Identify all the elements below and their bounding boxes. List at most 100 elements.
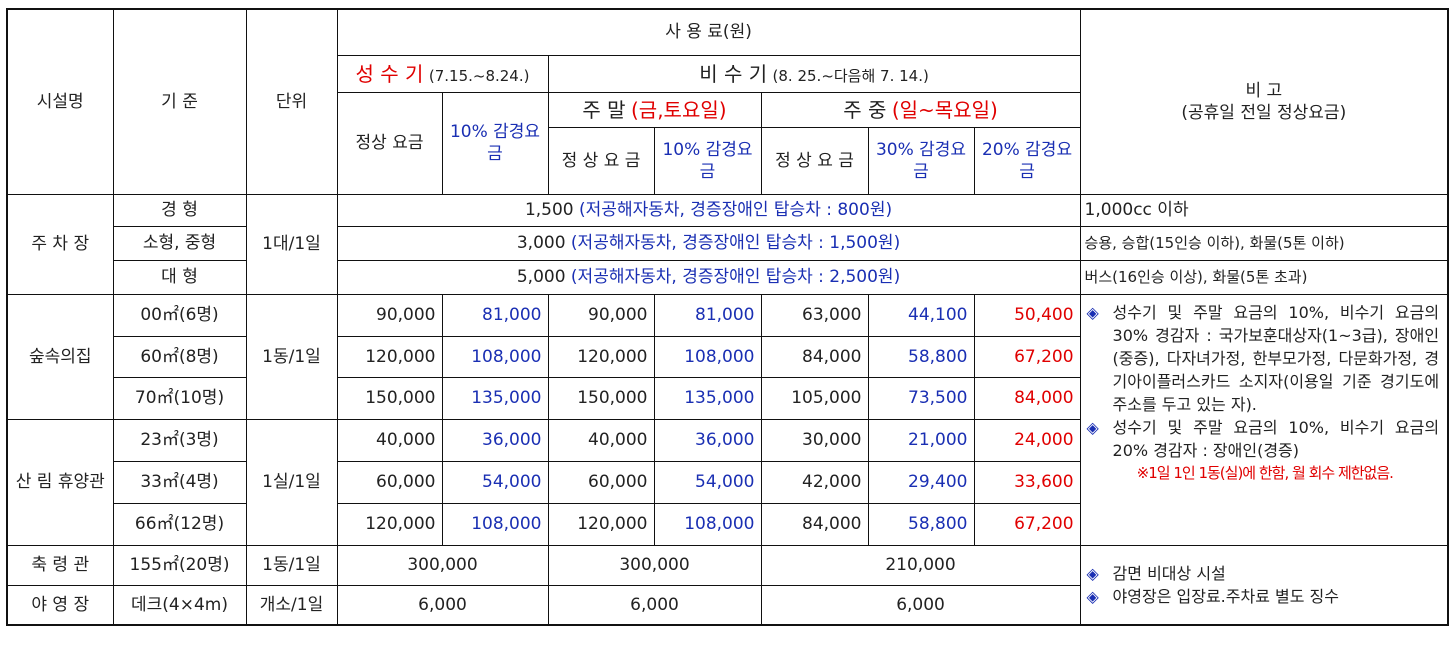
parking-fee: 3,000 (저공해자동차, 경증장애인 탑승차 : 1,500원)	[336, 225, 1081, 261]
parking-standard: 대 형	[112, 259, 247, 295]
offpeak-label: 비 수 기	[699, 61, 768, 86]
hall-standard: 155㎡(20명)	[112, 544, 247, 586]
note-item: ◈ 감면 비대상 시설	[1087, 562, 1440, 585]
header-standard: 기 준	[112, 8, 247, 195]
fee-cell: 24,000	[973, 418, 1081, 462]
recreation-hall-name: 산 림 휴양관	[6, 418, 114, 546]
parking-standard: 소형, 중형	[112, 225, 247, 261]
offpeak-season-header: 비 수 기 (8. 25.~다음해 7. 14.)	[547, 54, 1081, 93]
hall-weekend-fee: 300,000	[547, 544, 762, 586]
room-standard: 70㎡(10명)	[112, 376, 247, 420]
peak-period: (7.15.~8.24.)	[428, 66, 530, 85]
parking-fee: 5,000 (저공해자동차, 경증장애인 탑승차 : 2,500원)	[336, 259, 1081, 295]
diamond-bullet-icon: ◈	[1086, 417, 1099, 437]
hall-name: 축 령 관	[6, 544, 114, 586]
fee-cell: 108,000	[653, 335, 762, 378]
fee-cell: 81,000	[653, 293, 762, 337]
fee-table: 시설명 기 준 단위 사 용 료(원) 비 고 (공휴일 전일 정상요금) 성 …	[6, 8, 1450, 626]
fee-cell: 40,000	[336, 418, 443, 462]
room-standard: 23㎡(3명)	[112, 418, 247, 462]
room-standard: 60㎡(8명)	[112, 335, 247, 378]
camp-weekday-fee: 6,000	[760, 584, 1081, 626]
fee-cell: 120,000	[336, 502, 443, 546]
hall-weekday-fee: 210,000	[760, 544, 1081, 586]
fee-cell: 54,000	[441, 460, 549, 504]
fee-cell: 58,800	[867, 502, 975, 546]
fee-cell: 29,400	[867, 460, 975, 504]
recreation-hall-unit: 1실/1일	[245, 418, 338, 546]
exempt-notes: ◈ 감면 비대상 시설 ◈ 야영장은 입장료.주차료 별도 징수	[1079, 544, 1449, 626]
fee-cell: 54,000	[653, 460, 762, 504]
parking-unit: 1대/1일	[245, 193, 338, 295]
parking-standard: 경 형	[112, 193, 247, 227]
fee-cell: 42,000	[760, 460, 869, 504]
parking-remark: 승용, 승합(15인승 이하), 화물(5톤 이하)	[1079, 225, 1449, 261]
note-item: ◈ 야영장은 입장료.주차료 별도 징수	[1087, 585, 1440, 608]
discount-notes: ◈ 성수기 및 주말 요금의 10%, 비수기 요금의 30% 경감자 : 국가보…	[1079, 293, 1449, 546]
weekday-days: (일~목요일)	[891, 97, 998, 122]
camp-unit: 개소/1일	[245, 584, 338, 626]
fee-cell: 21,000	[867, 418, 975, 462]
fee-cell: 67,200	[973, 502, 1081, 546]
fee-cell: 60,000	[547, 460, 655, 504]
weekday-regular-header: 정 상 요 금	[760, 126, 869, 195]
remarks-sub: (공휴일 전일 정상요금)	[1181, 102, 1347, 123]
fee-cell: 120,000	[547, 335, 655, 378]
fee-cell: 105,000	[760, 376, 869, 420]
camp-peak-fee: 6,000	[336, 584, 549, 626]
parking-name: 주 차 장	[6, 193, 114, 295]
fee-cell: 135,000	[653, 376, 762, 420]
fee-cell: 63,000	[760, 293, 869, 337]
header-facility: 시설명	[6, 8, 114, 195]
weekend-discount10-header: 10% 감경요금	[653, 126, 762, 195]
fee-cell: 84,000	[973, 376, 1081, 420]
fee-cell: 108,000	[653, 502, 762, 546]
offpeak-period: (8. 25.~다음해 7. 14.)	[772, 66, 929, 85]
parking-fee-discount: (저공해자동차, 경증장애인 탑승차 : 1,500원)	[570, 233, 901, 253]
note-text: 성수기 및 주말 요금의 10%, 비수기 요금의 30% 경감자 : 국가보훈…	[1112, 302, 1440, 414]
weekend-header: 주 말 (금,토요일)	[547, 91, 762, 128]
weekday-discount20-header: 20% 감경요금	[973, 126, 1081, 195]
fee-cell: 84,000	[760, 335, 869, 378]
note-item: ◈ 성수기 및 주말 요금의 10%, 비수기 요금의 30% 경감자 : 국가보…	[1087, 301, 1440, 416]
fee-cell: 120,000	[547, 502, 655, 546]
note-text: 야영장은 입장료.주차료 별도 징수	[1112, 586, 1339, 606]
camp-weekend-fee: 6,000	[547, 584, 762, 626]
diamond-bullet-icon: ◈	[1086, 563, 1099, 583]
fee-cell: 90,000	[547, 293, 655, 337]
parking-fee: 1,500 (저공해자동차, 경증장애인 탑승차 : 800원)	[336, 193, 1081, 227]
parking-fee-discount: (저공해자동차, 경증장애인 탑승차 : 2,500원)	[570, 267, 901, 287]
peak-discount10-header: 10% 감경요금	[441, 91, 549, 195]
room-standard: 33㎡(4명)	[112, 460, 247, 504]
remarks-title: 비 고	[1245, 80, 1283, 101]
fee-cell: 44,100	[867, 293, 975, 337]
weekend-label: 주 말	[582, 97, 626, 122]
forest-house-unit: 1동/1일	[245, 293, 338, 420]
hall-unit: 1동/1일	[245, 544, 338, 586]
fee-cell: 120,000	[336, 335, 443, 378]
fee-cell: 108,000	[441, 335, 549, 378]
fee-cell: 81,000	[441, 293, 549, 337]
fee-cell: 84,000	[760, 502, 869, 546]
fee-cell: 36,000	[441, 418, 549, 462]
camp-name: 야 영 장	[6, 584, 114, 626]
header-unit: 단위	[245, 8, 338, 195]
note-text: 감면 비대상 시설	[1112, 563, 1226, 583]
fee-cell: 67,200	[973, 335, 1081, 378]
fee-cell: 73,500	[867, 376, 975, 420]
camp-standard: 데크(4×4m)	[112, 584, 247, 626]
fee-cell: 60,000	[336, 460, 443, 504]
parking-fee-value: 3,000	[516, 233, 566, 253]
header-fee-title: 사 용 료(원)	[336, 8, 1081, 56]
weekday-label: 주 중	[843, 97, 887, 122]
parking-fee-value: 5,000	[516, 267, 566, 287]
parking-remark: 버스(16인승 이상), 화물(5톤 초과)	[1079, 259, 1449, 295]
fee-cell: 150,000	[336, 376, 443, 420]
fee-cell: 150,000	[547, 376, 655, 420]
note-text: 성수기 및 주말 요금의 10%, 비수기 요금의 20% 경감자 : 장애인(…	[1112, 417, 1440, 460]
fee-cell: 58,800	[867, 335, 975, 378]
note-item: ◈ 성수기 및 주말 요금의 10%, 비수기 요금의 20% 경감자 : 장애인…	[1087, 416, 1440, 462]
fee-cell: 30,000	[760, 418, 869, 462]
fee-cell: 33,600	[973, 460, 1081, 504]
peak-regular-header: 정상 요금	[336, 91, 443, 195]
